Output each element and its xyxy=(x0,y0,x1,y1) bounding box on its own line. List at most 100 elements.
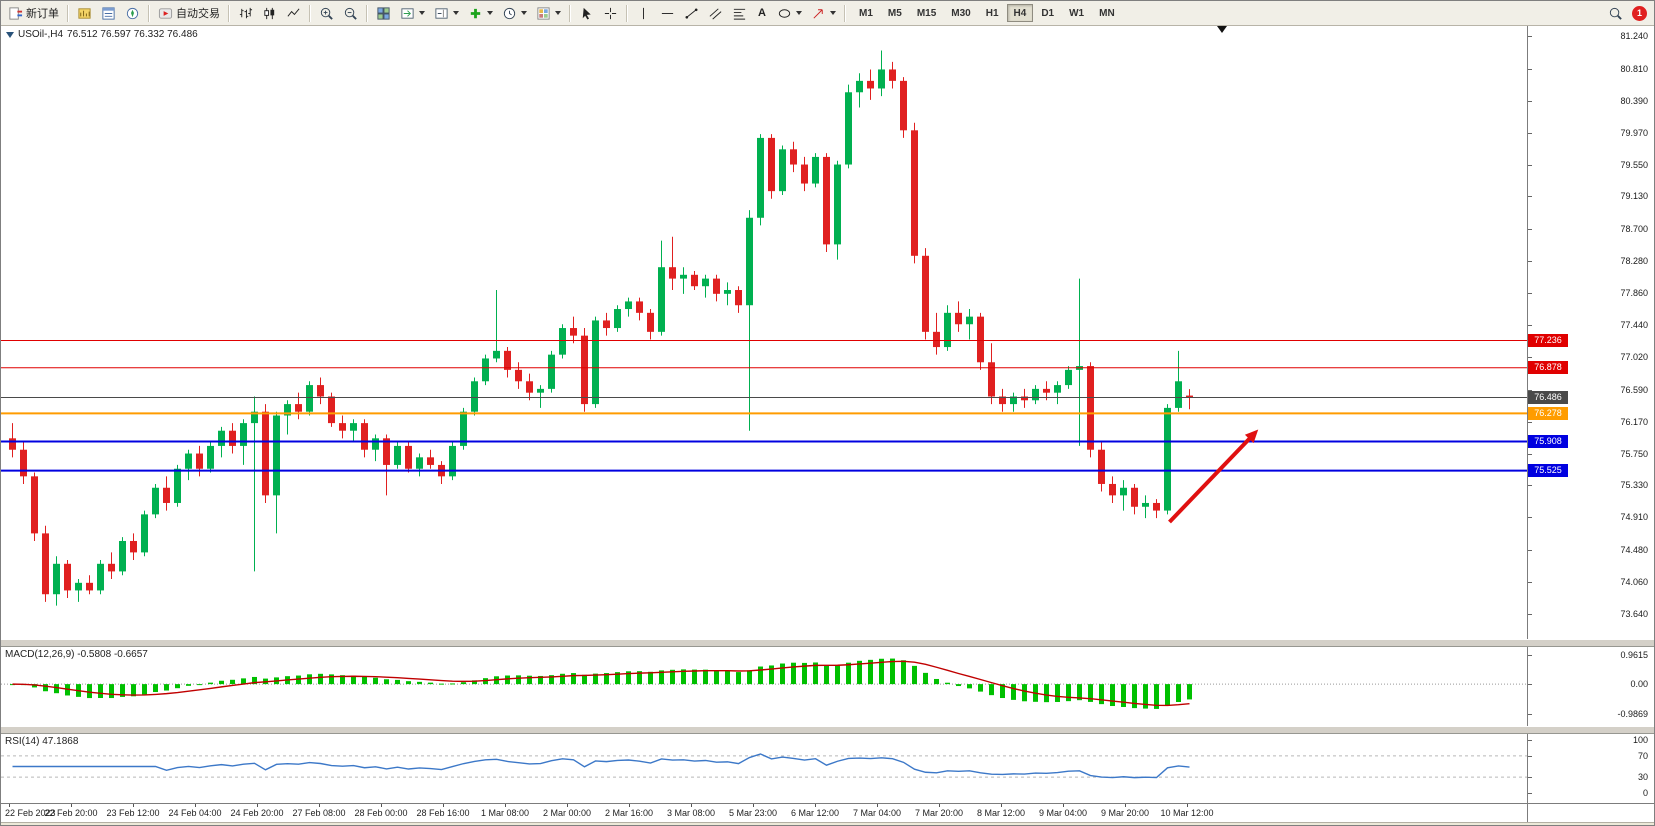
text-tool-label: A xyxy=(758,7,766,19)
trendline-icon xyxy=(685,7,698,19)
rsi-line xyxy=(12,753,1190,779)
time-tick-mark xyxy=(1063,804,1064,807)
price-badge-77-236[interactable]: 77.236 xyxy=(1528,334,1568,347)
one-click-trading-icon[interactable] xyxy=(6,31,14,38)
trend-arrow[interactable] xyxy=(1168,429,1259,524)
timeframe-d1[interactable]: D1 xyxy=(1034,4,1061,22)
timeframe-m5[interactable]: M5 xyxy=(881,4,909,22)
price-tick-label: 80.390 xyxy=(1620,95,1648,106)
timeframe-h1[interactable]: H1 xyxy=(979,4,1006,22)
vertical-line-icon xyxy=(643,7,644,19)
market-watch-icon xyxy=(78,7,91,19)
price-badge-76-486[interactable]: 76.486 xyxy=(1528,391,1568,405)
price-tick-mark xyxy=(1528,164,1532,166)
time-tick-mark xyxy=(629,804,630,807)
arrows-button[interactable] xyxy=(807,3,840,23)
macd-plot[interactable]: MACD(12,26,9) -0.5808 -0.6657 xyxy=(1,647,1528,726)
price-tick-mark xyxy=(1528,68,1532,70)
timeframe-group: M1 M5 M15 M30 H1 H4 D1 W1 MN xyxy=(852,4,1122,22)
horizontal-lines[interactable] xyxy=(1,340,1527,472)
price-tick-label: 74.480 xyxy=(1620,545,1648,556)
rsi-label: RSI(14) 47.1868 xyxy=(5,736,79,747)
auto-scroll-icon xyxy=(401,7,414,19)
zoom-out-button[interactable] xyxy=(339,3,362,23)
price-badge-75-908[interactable]: 75.908 xyxy=(1528,435,1568,448)
price-tick-label: 77.440 xyxy=(1620,320,1648,330)
timeframe-m30[interactable]: M30 xyxy=(944,4,977,22)
zoom-in-button[interactable] xyxy=(315,3,338,23)
candlestick-button[interactable] xyxy=(258,3,281,23)
text-button[interactable]: A xyxy=(752,3,772,23)
fibonacci-button[interactable] xyxy=(728,3,751,23)
shapes-button[interactable] xyxy=(773,3,806,23)
macd-tick-label: 0.9615 xyxy=(1620,650,1648,660)
time-axis[interactable]: 22 Feb 2023 22 Feb 20:00 23 Feb 12:00 24 Fe… xyxy=(1,803,1654,822)
time-tick-label: 9 Mar 20:00 xyxy=(1100,808,1150,818)
timeframe-m1[interactable]: M1 xyxy=(852,4,880,22)
toolbar-separator xyxy=(569,4,571,22)
cursor-button[interactable] xyxy=(575,3,598,23)
auto-scroll-button[interactable] xyxy=(396,3,429,23)
autotrading-button[interactable]: 自动交易 xyxy=(154,3,224,23)
time-tick-mark xyxy=(939,804,940,807)
chart-shift-marker[interactable] xyxy=(1217,26,1227,33)
time-tick-label: 2 Mar 16:00 xyxy=(604,808,654,818)
line-chart-button[interactable] xyxy=(282,3,305,23)
timeframe-mn[interactable]: MN xyxy=(1092,4,1122,22)
toolbar-separator xyxy=(67,4,69,22)
time-tick-mark xyxy=(381,804,382,807)
zoom-in-icon xyxy=(320,7,333,20)
search-button[interactable] xyxy=(1604,3,1627,23)
price-tick-label: 77.020 xyxy=(1620,351,1648,362)
vertical-line-button[interactable] xyxy=(632,3,655,23)
pane-splitter[interactable] xyxy=(1,726,1654,734)
rsi-scale[interactable]: 100 70 30 0 xyxy=(1528,734,1654,803)
macd-scale[interactable]: 0.9615 0.00 -0.9869 xyxy=(1528,647,1654,726)
periods-button[interactable] xyxy=(498,3,531,23)
chart-shift-dropdown xyxy=(453,11,459,15)
arrows-tool-icon xyxy=(813,8,823,19)
timeframe-w1[interactable]: W1 xyxy=(1062,4,1091,22)
notification-badge[interactable]: 1 xyxy=(1632,5,1647,21)
price-badge-75-525[interactable]: 75.525 xyxy=(1528,464,1568,478)
price-tick-mark xyxy=(1528,421,1532,423)
auto-scroll-dropdown xyxy=(419,11,425,15)
time-tick-mark xyxy=(195,804,196,807)
horizontal-line-button[interactable] xyxy=(656,3,679,23)
time-tick-label: 27 Feb 08:00 xyxy=(292,808,346,818)
timeframe-h4[interactable]: H4 xyxy=(1006,4,1034,22)
templates-button[interactable] xyxy=(532,3,565,23)
channel-button[interactable] xyxy=(704,3,727,23)
time-tick-mark xyxy=(257,804,258,807)
equidistant-channel-icon xyxy=(709,7,722,19)
timeframe-m15[interactable]: M15 xyxy=(910,4,943,22)
periods-clock-icon xyxy=(503,7,516,19)
rsi-plot[interactable]: RSI(14) 47.1868 xyxy=(1,734,1528,803)
price-plot[interactable]: USOil-,H4 76.512 76.597 76.332 76.486 xyxy=(1,26,1528,639)
bar-chart-button[interactable] xyxy=(234,3,257,23)
macd-tick-mark xyxy=(1528,684,1532,686)
price-scale[interactable]: 81.240 80.810 80.390 79.970 79.550 79.130 78.7… xyxy=(1528,26,1654,639)
time-tick-mark xyxy=(753,804,754,807)
price-chart-svg xyxy=(1,50,1527,606)
price-badge-76-278[interactable]: 76.278 xyxy=(1528,406,1568,420)
price-tick-mark xyxy=(1528,293,1532,295)
indicators-button[interactable] xyxy=(464,3,497,23)
navigator-button[interactable] xyxy=(121,3,144,23)
time-tick-mark xyxy=(505,804,506,807)
tile-windows-button[interactable] xyxy=(372,3,395,23)
price-tick-mark xyxy=(1528,485,1532,487)
price-tick-label: 78.700 xyxy=(1620,224,1648,235)
data-window-button[interactable] xyxy=(97,3,120,23)
crosshair-button[interactable] xyxy=(599,3,622,23)
pane-splitter[interactable] xyxy=(1,639,1654,647)
macd-signal-line xyxy=(12,660,1190,707)
time-tick-label: 24 Feb 04:00 xyxy=(168,808,222,818)
price-badge-76-878[interactable]: 76.878 xyxy=(1528,361,1568,375)
price-tick-mark xyxy=(1528,100,1532,102)
new-order-button[interactable]: 新订单 xyxy=(4,3,63,23)
market-watch-button[interactable] xyxy=(73,3,96,23)
macd-label: MACD(12,26,9) -0.5808 -0.6657 xyxy=(5,649,148,660)
chart-shift-button[interactable] xyxy=(430,3,463,23)
trendline-button[interactable] xyxy=(680,3,703,23)
